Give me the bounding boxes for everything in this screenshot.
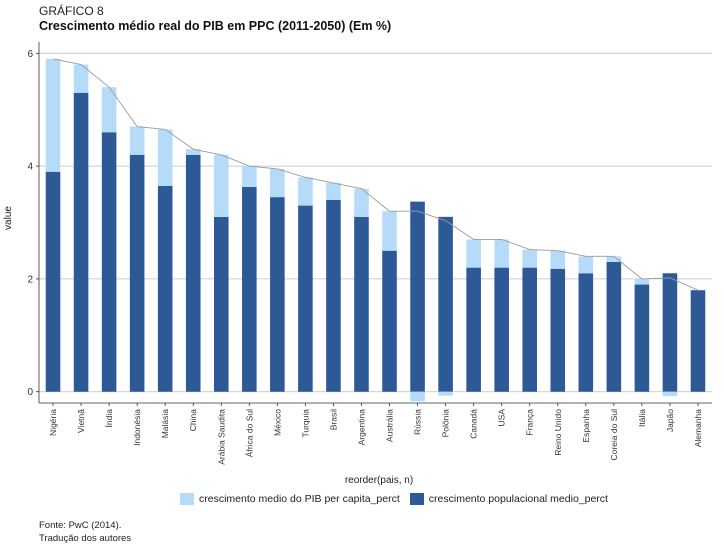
x-tick-label: Malásia <box>160 409 170 439</box>
x-tick-label: Turquia <box>300 409 310 438</box>
y-tick-label: 2 <box>27 274 33 285</box>
x-tick-label: Austrália <box>385 409 395 442</box>
bar-per-capita <box>606 256 622 262</box>
bar-populacional <box>101 132 117 392</box>
bar-per-capita <box>213 154 229 217</box>
source-note: Fonte: PwC (2014). Tradução dos autores <box>39 519 131 545</box>
bar-populacional <box>157 185 173 392</box>
source-text: Fonte: PwC (2014). <box>39 520 122 531</box>
bar-populacional <box>45 171 61 392</box>
bar-populacional <box>354 216 369 392</box>
bar-per-capita <box>410 391 425 402</box>
x-tick-label: Rússia <box>413 409 423 435</box>
x-tick-label: Brasil <box>328 409 338 430</box>
bar-populacional <box>185 154 201 392</box>
x-tick-label: Canadá <box>469 409 479 439</box>
x-tick-label: Coreia do Sul <box>609 409 619 461</box>
bar-populacional <box>270 197 285 392</box>
legend-label-populacional: crescimento populacional medio_perct <box>428 493 608 505</box>
bar-populacional <box>634 284 650 392</box>
bar-populacional <box>606 261 622 392</box>
stacked-bar-chart: value reorder(pais, n) 0 2 4 6 Nigéria Vietnã… <box>3 42 712 486</box>
legend: crescimento medio do PIB per capita_perc… <box>180 493 618 505</box>
bar-per-capita <box>354 188 369 217</box>
bar-per-capita <box>466 239 481 268</box>
legend-swatch-populacional <box>409 493 424 505</box>
bar-per-capita <box>382 211 397 251</box>
bar-per-capita <box>522 249 538 268</box>
x-tick-label: Japão <box>665 409 675 432</box>
x-tick-label: Itália <box>637 409 647 427</box>
x-tick-label: França <box>525 409 535 436</box>
x-axis-label: reorder(pais, n) <box>345 475 413 486</box>
bar-per-capita <box>578 256 594 274</box>
translation-note: Tradução dos autores <box>39 533 132 544</box>
x-tick-label: Reino Unido <box>553 409 563 456</box>
y-tick-label: 0 <box>27 387 33 398</box>
bar-populacional <box>410 201 425 392</box>
bar-populacional <box>662 273 678 392</box>
bar-per-capita <box>157 129 173 186</box>
bar-populacional <box>466 267 481 392</box>
bar-per-capita <box>634 278 650 285</box>
bar-populacional <box>494 267 509 392</box>
bar-per-capita <box>242 166 257 187</box>
bar-populacional <box>73 92 89 392</box>
bar-populacional <box>382 250 397 392</box>
bar-populacional <box>578 273 594 392</box>
legend-item-per-capita: crescimento medio do PIB per capita_perc… <box>180 493 400 505</box>
bar-per-capita <box>326 183 341 200</box>
x-tick-label: Argentina <box>356 409 366 446</box>
x-tick-label: Nigéria <box>48 409 58 436</box>
bar-per-capita <box>129 126 145 155</box>
x-tick-label: Índia <box>104 409 114 428</box>
x-tick-label: Indonésia <box>132 409 142 446</box>
bar-populacional <box>550 268 566 392</box>
chart-pre-title: GRÁFICO 8 <box>39 4 104 18</box>
bar-populacional <box>522 267 538 392</box>
bar-per-capita <box>45 58 61 172</box>
bar-per-capita <box>101 87 117 133</box>
bar-populacional <box>298 205 313 392</box>
bar-per-capita <box>270 168 285 198</box>
x-tick-label: China <box>188 409 198 431</box>
y-axis-label: value <box>3 206 14 230</box>
bar-per-capita <box>185 149 201 155</box>
bar-per-capita <box>298 177 313 206</box>
bar-populacional <box>242 186 257 392</box>
y-tick-label: 4 <box>27 162 33 173</box>
x-tick-label: Arábia Saudita <box>216 409 226 465</box>
y-tick-label: 6 <box>27 49 33 60</box>
total-line <box>52 58 699 291</box>
bar-per-capita <box>494 239 509 268</box>
x-tick-label: México <box>272 409 282 436</box>
legend-item-populacional: crescimento populacional medio_perct <box>409 493 608 505</box>
x-tick-label: Vietnã <box>76 409 86 433</box>
bar-populacional <box>438 216 453 392</box>
bar-per-capita <box>438 391 453 396</box>
bar-per-capita <box>73 64 89 93</box>
x-tick-label: Polônia <box>441 409 451 438</box>
bar-per-capita <box>662 391 678 397</box>
bar-per-capita <box>550 250 566 269</box>
bar-populacional <box>129 154 145 392</box>
x-tick-label: África do Sul <box>244 409 254 457</box>
bar-populacional <box>213 216 229 392</box>
bar-populacional <box>326 199 341 392</box>
legend-label-per-capita: crescimento medio do PIB per capita_perc… <box>199 493 400 505</box>
legend-swatch-per-capita <box>180 493 194 505</box>
x-tick-label: USA <box>497 409 507 427</box>
x-tick-label: Espanha <box>581 409 591 443</box>
chart-title: Crescimento médio real do PIB em PPC (20… <box>39 19 392 33</box>
x-tick-label: Alemanha <box>693 409 703 448</box>
bar-populacional <box>690 290 706 392</box>
